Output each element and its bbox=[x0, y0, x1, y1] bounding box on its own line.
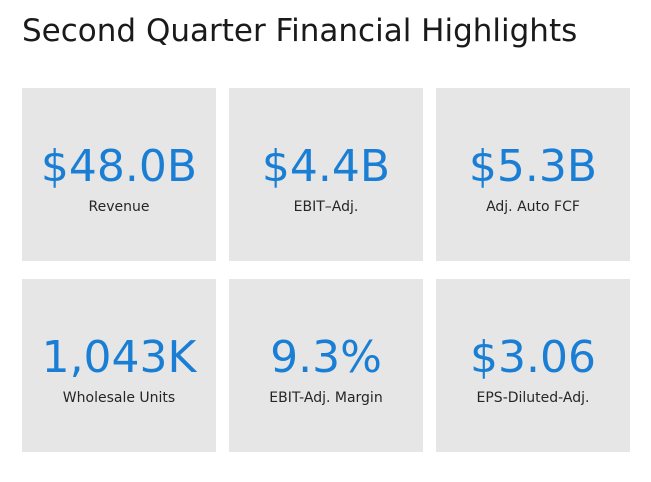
tile-value: $5.3B bbox=[468, 141, 598, 192]
tile-label: Wholesale Units bbox=[62, 390, 176, 406]
tile-value: $4.4B bbox=[261, 141, 391, 192]
tile-adj-auto-fcf: $5.3B Adj. Auto FCF bbox=[436, 88, 630, 261]
tile-ebit-adj-margin: 9.3% EBIT-Adj. Margin bbox=[229, 279, 423, 452]
tile-revenue: $48.0B Revenue bbox=[22, 88, 216, 261]
tile-label: Adj. Auto FCF bbox=[486, 199, 580, 215]
tile-value: $3.06 bbox=[470, 332, 596, 383]
tile-eps-diluted-adj: $3.06 EPS-Diluted-Adj. bbox=[436, 279, 630, 452]
tile-value: 9.3% bbox=[270, 332, 382, 383]
tile-value: $48.0B bbox=[40, 141, 198, 192]
tile-label: EPS-Diluted-Adj. bbox=[476, 390, 590, 406]
tile-label: EBIT–Adj. bbox=[293, 199, 359, 215]
tile-label: EBIT-Adj. Margin bbox=[269, 390, 383, 406]
tile-label: Revenue bbox=[88, 199, 150, 215]
tile-wholesale-units: 1,043K Wholesale Units bbox=[22, 279, 216, 452]
page-title: Second Quarter Financial Highlights bbox=[22, 13, 578, 49]
tile-ebit-adj: $4.4B EBIT–Adj. bbox=[229, 88, 423, 261]
tile-value: 1,043K bbox=[41, 332, 197, 383]
